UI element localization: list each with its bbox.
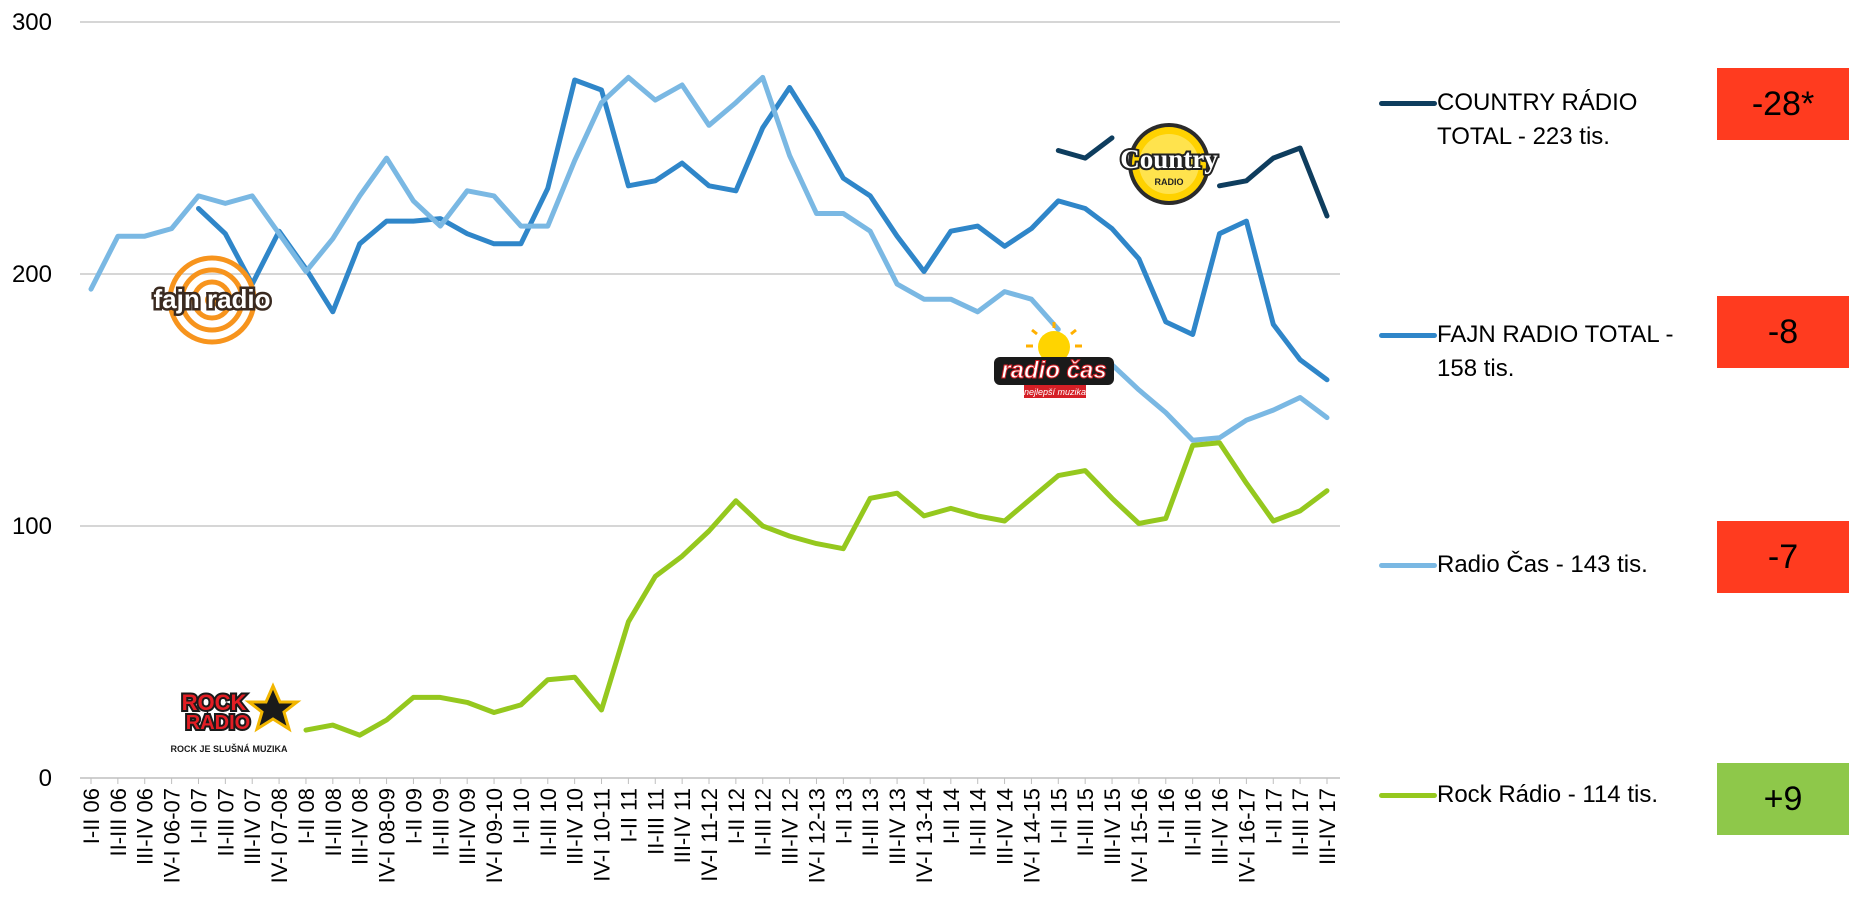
y-tick-label: 200 [12, 261, 52, 288]
gridlines [80, 21, 1340, 779]
series-line-1 [196, 77, 1330, 383]
x-tick-label: I-II 12 [724, 788, 749, 844]
x-tick-label: II-III 06 [106, 788, 131, 856]
fajn-radio-logo: fajn radio [151, 255, 273, 345]
x-tick-label: I-II 08 [294, 788, 319, 844]
x-tick-label: II-III 10 [536, 788, 561, 856]
x-tick-label: II-III 17 [1288, 788, 1313, 856]
x-tick-label: II-III 08 [321, 788, 346, 856]
rock-logo-line2: RADIO [186, 712, 250, 734]
country-logo-sub: RADIO [1155, 177, 1184, 187]
series-line-0 [1217, 145, 1330, 219]
legend-swatch [1379, 563, 1437, 568]
x-tick-label: I-II 17 [1261, 788, 1286, 844]
change-badge-radio-cas: -7 [1717, 521, 1849, 593]
x-tick-label: III-IV 06 [133, 788, 158, 865]
series-line-2 [88, 74, 1061, 332]
x-tick-label: II-III 13 [858, 788, 883, 856]
rock-logo-line1: ROCK [182, 690, 247, 715]
y-tick-label: 0 [39, 765, 52, 792]
y-axis: 0 100 200 300 [12, 9, 52, 792]
x-tick-label: II-III 07 [213, 788, 238, 856]
legend-item-country: COUNTRY RÁDIO TOTAL - 223 tis. [1379, 89, 1709, 154]
x-tick-label: I-II 13 [831, 788, 856, 844]
cas-logo-sub: nejlepší muzika [1024, 387, 1086, 397]
x-tick-label: IV-I 06-07 [160, 788, 185, 883]
y-tick-label: 300 [12, 9, 52, 36]
x-tick-label: IV-I 11-12 [697, 788, 722, 882]
series-line-0 [1055, 135, 1115, 161]
x-tick-label: II-III 14 [966, 788, 991, 856]
x-tick-label: I-II 07 [186, 788, 211, 844]
x-tick-label: I-II 11 [616, 788, 641, 843]
x-tick-label: IV-I 13-14 [912, 788, 937, 883]
x-tick-label: I-II 15 [1046, 788, 1071, 844]
x-tick-label: III-IV 07 [240, 788, 265, 865]
x-tick-label: III-IV 08 [348, 788, 373, 865]
series-lines [88, 74, 1330, 738]
legend-label: FAJN RADIO TOTAL - 158 tis. [1437, 321, 1674, 382]
change-badge-fajn: -8 [1717, 296, 1849, 368]
x-tick-label: I-II 10 [509, 788, 534, 844]
x-tick-label: IV-I 10-11 [590, 788, 615, 882]
legend-item-fajn: FAJN RADIO TOTAL - 158 tis. [1379, 321, 1709, 386]
rock-radio-logo: ROCK RADIO ROCK JE SLUŠNÁ MUZIKA [170, 682, 302, 754]
series-line-2 [1109, 362, 1330, 443]
x-tick-label: IV-I 09-10 [482, 788, 507, 883]
x-tick-label: IV-I 07-08 [267, 788, 292, 883]
legend-swatch [1379, 101, 1437, 106]
x-tick-label: IV-I 08-09 [375, 788, 400, 883]
x-tick-label: IV-I 15-16 [1127, 788, 1152, 883]
legend-swatch [1379, 793, 1437, 798]
x-tick-label: III-IV 10 [563, 788, 588, 865]
x-tick-label: I-II 16 [1154, 788, 1179, 844]
x-tick-label: III-IV 12 [778, 788, 803, 865]
cas-logo-text: radio čas [1001, 357, 1106, 384]
radio-cas-logo: radio čas nejlepší muzika [994, 322, 1114, 398]
y-tick-label: 100 [12, 513, 52, 540]
legend-item-rock-radio: Rock Rádio - 114 tis. [1379, 781, 1709, 812]
x-tick-label: II-III 12 [751, 788, 776, 856]
legend-item-radio-cas: Radio Čas - 143 tis. [1379, 551, 1709, 582]
fajn-logo-text: fajn radio [153, 284, 270, 314]
series-line-3 [303, 440, 1330, 738]
country-logo-text: Country [1120, 144, 1218, 174]
x-tick-label: III-IV 17 [1315, 788, 1340, 865]
x-tick-label: III-IV 16 [1208, 788, 1233, 865]
rock-logo-sub: ROCK JE SLUŠNÁ MUZIKA [170, 743, 288, 754]
change-badge-rock-radio: +9 [1717, 763, 1849, 835]
x-tick-label: II-III 11 [643, 788, 668, 855]
x-tick-label: III-IV 09 [455, 788, 480, 865]
x-tick-label: II-III 16 [1181, 788, 1206, 856]
x-tick-label: II-III 15 [1073, 788, 1098, 856]
x-tick-label: I-II 14 [939, 788, 964, 844]
country-radio-logo: Country RADIO [1118, 123, 1220, 205]
x-tick-label: IV-I 16-17 [1234, 788, 1259, 883]
legend-label: Rock Rádio - 114 tis. [1437, 781, 1658, 808]
change-badge-country: -28* [1717, 68, 1849, 140]
legend-label: Radio Čas - 143 tis. [1437, 551, 1648, 578]
x-tick-label: IV-I 12-13 [804, 788, 829, 883]
legend-label: COUNTRY RÁDIO TOTAL - 223 tis. [1437, 89, 1638, 150]
x-tick-label: IV-I 14-15 [1019, 788, 1044, 883]
x-tick-label: I-II 06 [79, 788, 104, 844]
legend-swatch [1379, 333, 1437, 338]
x-tick-label: III-IV 13 [885, 788, 910, 865]
x-tick-label: I-II 09 [401, 788, 426, 844]
x-tick-label: II-III 09 [428, 788, 453, 856]
x-tick-label: III-IV 11 [670, 788, 695, 863]
x-tick-label: III-IV 14 [993, 788, 1018, 865]
x-axis: I-II 06 II-III 06 III-IV 06 IV-I 06-07 I-II … [79, 778, 1340, 883]
x-tick-label: III-IV 15 [1100, 788, 1125, 865]
